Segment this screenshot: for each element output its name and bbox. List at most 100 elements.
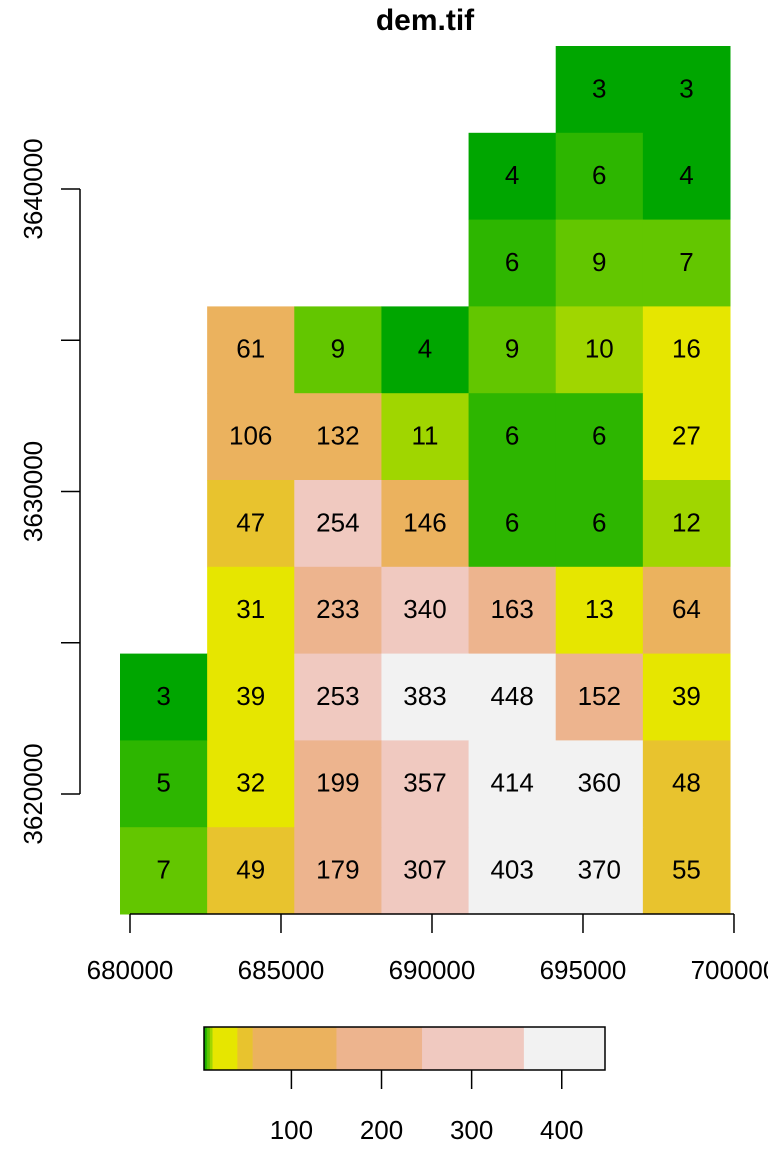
- legend-tick-label: 100: [270, 1115, 313, 1145]
- cell: [120, 740, 208, 828]
- y-tick-label: 3630000: [18, 441, 48, 542]
- cell-label: 6: [505, 507, 519, 537]
- cell: [642, 653, 731, 741]
- cell-label: 414: [490, 768, 533, 798]
- cell-label: 31: [236, 594, 265, 624]
- cell-label: 39: [236, 681, 265, 711]
- legend-swatch: [204, 1027, 206, 1070]
- cell: [555, 132, 644, 221]
- cell: [207, 480, 295, 568]
- cell-label: 6: [592, 507, 606, 537]
- cell: [294, 393, 382, 481]
- cell: [207, 827, 295, 915]
- cell-label: 3: [592, 73, 606, 103]
- cell-label: 13: [585, 594, 614, 624]
- cell: [642, 480, 731, 568]
- cell-label: 403: [490, 854, 533, 884]
- cell: [555, 566, 644, 655]
- cell-label: 233: [316, 594, 359, 624]
- cell: [555, 46, 644, 134]
- cell: [642, 132, 731, 221]
- cell: [468, 306, 557, 394]
- cell: [642, 219, 731, 307]
- legend-tick-label: 400: [540, 1115, 583, 1145]
- cell: [294, 306, 382, 394]
- cell-label: 307: [403, 854, 446, 884]
- cell-label: 340: [403, 594, 446, 624]
- cell-label: 357: [403, 768, 446, 798]
- cell: [207, 566, 295, 655]
- cell: [294, 740, 382, 828]
- cell-label: 9: [505, 334, 519, 364]
- cell-label: 10: [585, 334, 614, 364]
- cell-label: 9: [592, 247, 606, 277]
- cell-label: 4: [418, 334, 432, 364]
- cell-label: 9: [331, 334, 345, 364]
- cell-label: 3: [156, 681, 170, 711]
- cell-label: 6: [505, 247, 519, 277]
- cell-label: 152: [578, 681, 621, 711]
- cell: [642, 306, 731, 394]
- cell: [555, 653, 644, 741]
- cell: [468, 566, 557, 655]
- cell: [381, 306, 470, 394]
- legend-tick-label: 200: [360, 1115, 403, 1145]
- cell: [468, 393, 557, 481]
- cell: [294, 827, 382, 915]
- cell-label: 12: [672, 507, 701, 537]
- cell: [294, 566, 382, 655]
- y-tick-label: 3620000: [18, 743, 48, 844]
- cell-label: 55: [672, 854, 701, 884]
- cell: [468, 653, 557, 741]
- cell: [294, 480, 382, 568]
- cell: [555, 306, 644, 394]
- cell: [468, 827, 557, 915]
- legend-swatch: [209, 1027, 213, 1070]
- cell-label: 11: [412, 420, 439, 450]
- cell-label: 5: [156, 768, 170, 798]
- cell-label: 179: [316, 854, 359, 884]
- cell: [642, 393, 731, 481]
- cell-label: 16: [672, 334, 701, 364]
- cell: [468, 132, 557, 221]
- chart-title: dem.tif: [376, 4, 475, 37]
- cell-label: 47: [236, 507, 265, 537]
- legend-swatch: [205, 1027, 208, 1070]
- cell: [207, 740, 295, 828]
- legend-swatch: [207, 1027, 211, 1070]
- cell-label: 254: [316, 507, 359, 537]
- cell: [381, 653, 470, 741]
- cell: [642, 46, 731, 134]
- cell-label: 48: [672, 768, 701, 798]
- x-tick-label: 685000: [238, 955, 325, 985]
- cell-label: 448: [490, 681, 533, 711]
- cell: [381, 740, 470, 828]
- cell-label: 132: [316, 420, 359, 450]
- cell: [468, 740, 557, 828]
- cell: [207, 653, 295, 741]
- cell: [642, 740, 731, 828]
- cell-label: 61: [236, 334, 265, 364]
- cell: [120, 827, 208, 915]
- legend-swatch: [252, 1027, 337, 1070]
- legend-frame: [203, 1026, 606, 1071]
- legend-swatch: [523, 1027, 606, 1070]
- cell: [555, 827, 644, 915]
- cell-label: 4: [505, 160, 519, 190]
- legend-swatch: [422, 1027, 525, 1070]
- cell-label: 199: [316, 768, 359, 798]
- cell-label: 106: [229, 420, 272, 450]
- cell: [642, 827, 731, 915]
- cell-label: 3: [679, 73, 693, 103]
- x-tick-label: 690000: [389, 955, 476, 985]
- cell-label: 32: [236, 768, 265, 798]
- cell-label: 7: [679, 247, 693, 277]
- cell: [468, 480, 557, 568]
- cell: [555, 480, 644, 568]
- legend-swatch: [336, 1027, 423, 1070]
- cell-label: 27: [672, 420, 701, 450]
- cell: [468, 219, 557, 307]
- cell: [381, 393, 470, 481]
- cell: [381, 827, 470, 915]
